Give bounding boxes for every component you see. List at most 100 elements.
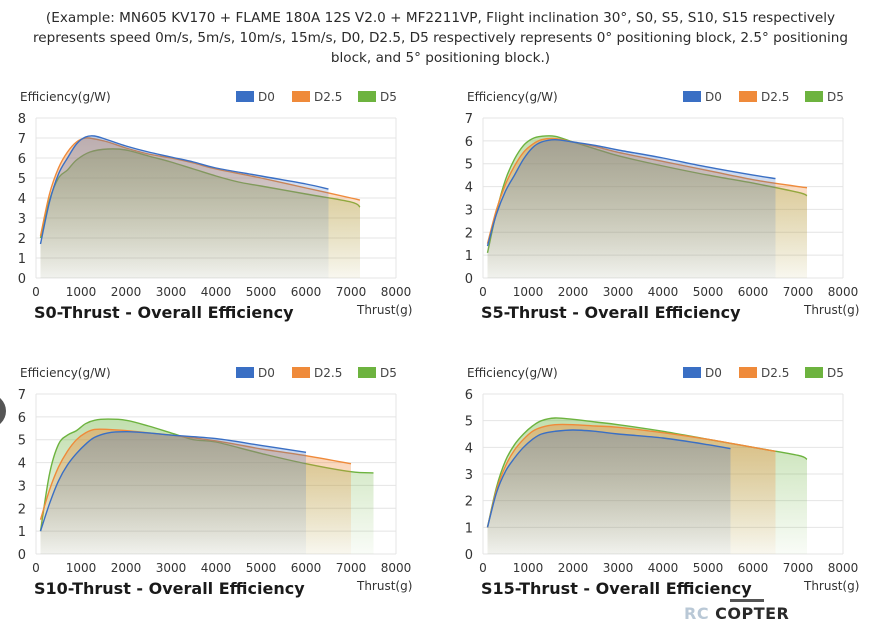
y-axis-title: Efficiency(g/W) [20,90,111,104]
x-tick-label: 1000 [513,285,544,299]
x-tick-label: 8000 [381,285,412,299]
x-tick-label: 1000 [513,561,544,575]
chart-title: S10-Thrust - Overall Efficiency [34,579,305,598]
x-axis-title: Thrust(g) [803,579,859,593]
legend-label-D0: D0 [705,90,722,104]
y-tick-label: 6 [465,388,473,403]
x-tick-label: 0 [32,285,40,299]
series-line-D0 [39,135,329,245]
x-tick-label: 2000 [558,285,589,299]
rc-copter-logo: RC COPTER [684,604,790,623]
y-tick-label: 3 [465,203,473,218]
x-tick-label: 6000 [738,561,769,575]
y-tick-label: 7 [18,132,26,147]
series-area-D0 [487,139,776,278]
x-tick-label: 6000 [291,285,322,299]
legend-swatch-D5 [805,367,823,378]
x-tick-label: 3000 [156,561,187,575]
y-tick-label: 2 [465,495,473,510]
legend-swatch-D0 [683,91,701,102]
y-tick-label: 1 [18,525,26,540]
x-tick-label: 5000 [246,285,277,299]
series-line-D0 [486,429,731,528]
legend-swatch-D2-5 [739,91,757,102]
series-area-D0 [40,431,306,554]
y-tick-label: 2 [465,226,473,241]
y-tick-label: 1 [18,252,26,267]
x-tick-label: 4000 [648,285,679,299]
y-tick-label: 0 [18,272,26,287]
series-line-D2-5 [486,423,776,528]
chart-title: S0-Thrust - Overall Efficiency [34,303,294,322]
x-axis-title: Thrust(g) [803,303,859,317]
x-tick-label: 3000 [156,285,187,299]
chart-title: S5-Thrust - Overall Efficiency [481,303,741,322]
y-tick-label: 6 [18,411,26,426]
x-tick-label: 0 [479,561,487,575]
x-tick-label: 4000 [201,285,232,299]
y-axis-title: Efficiency(g/W) [20,366,111,380]
y-tick-label: 1 [465,249,473,264]
legend-label-D0: D0 [258,366,275,380]
x-tick-label: 4000 [201,561,232,575]
x-axis-title: Thrust(g) [356,303,412,317]
legend-label-D5: D5 [827,366,844,380]
propeller-icon [730,599,764,602]
x-tick-label: 0 [32,561,40,575]
legend-label-D2-5: D2.5 [761,90,789,104]
legend-swatch-D2-5 [292,91,310,102]
legend-swatch-D0 [683,367,701,378]
y-tick-label: 0 [465,548,473,563]
y-tick-label: 6 [18,152,26,167]
x-tick-label: 6000 [738,285,769,299]
legend-swatch-D0 [236,367,254,378]
y-tick-label: 5 [18,434,26,449]
x-tick-label: 3000 [603,285,634,299]
chart-s15: 0 1 2 3 4 5 6 0 1000 2000 3000 4000 5000 6000 7000 8000… [465,366,860,598]
chart-s10: 0 1 2 3 4 5 6 7 0 1000 2000 3000 4000 5000 6000 7000 800… [18,366,413,598]
legend-swatch-D2-5 [739,367,757,378]
y-tick-label: 6 [465,135,473,150]
legend-label-D2-5: D2.5 [314,90,342,104]
chart-title: S15-Thrust - Overall Efficiency [481,579,752,598]
legend-label-D5: D5 [827,90,844,104]
y-tick-label: 2 [18,232,26,247]
x-tick-label: 8000 [828,561,859,575]
side-handle [0,394,6,428]
x-tick-label: 7000 [783,561,814,575]
y-tick-label: 7 [465,112,473,127]
legend-label-D0: D0 [705,366,722,380]
y-axis-title: Efficiency(g/W) [467,90,558,104]
x-axis-title: Thrust(g) [356,579,412,593]
chart-s5: 0 1 2 3 4 5 6 7 0 1000 2000 3000 4000 5000 6000 7000 800… [465,90,860,322]
x-tick-label: 5000 [246,561,277,575]
legend-label-D2-5: D2.5 [314,366,342,380]
y-tick-label: 3 [18,479,26,494]
figure-caption: (Example: MN605 KV170 + FLAME 180A 12S V… [33,10,848,66]
y-tick-label: 3 [18,212,26,227]
x-tick-label: 3000 [603,561,634,575]
x-tick-label: 6000 [291,561,322,575]
legend-label-D5: D5 [380,366,397,380]
legend-swatch-D0 [236,91,254,102]
x-tick-label: 8000 [381,561,412,575]
x-tick-label: 7000 [783,285,814,299]
series-area-D0 [40,135,329,278]
y-tick-label: 8 [18,112,26,127]
x-tick-label: 5000 [693,285,724,299]
y-tick-label: 7 [18,388,26,403]
y-tick-label: 4 [465,441,473,456]
legend-swatch-D2-5 [292,367,310,378]
legend-label-D0: D0 [258,90,275,104]
x-tick-label: 0 [479,285,487,299]
y-tick-label: 5 [18,172,26,187]
x-tick-label: 4000 [648,561,679,575]
y-tick-label: 5 [465,158,473,173]
legend-swatch-D5 [358,367,376,378]
legend-swatch-D5 [805,91,823,102]
y-tick-label: 4 [18,457,26,472]
y-tick-label: 1 [465,521,473,536]
x-tick-label: 2000 [111,285,142,299]
x-tick-label: 5000 [693,561,724,575]
x-tick-label: 1000 [66,561,97,575]
